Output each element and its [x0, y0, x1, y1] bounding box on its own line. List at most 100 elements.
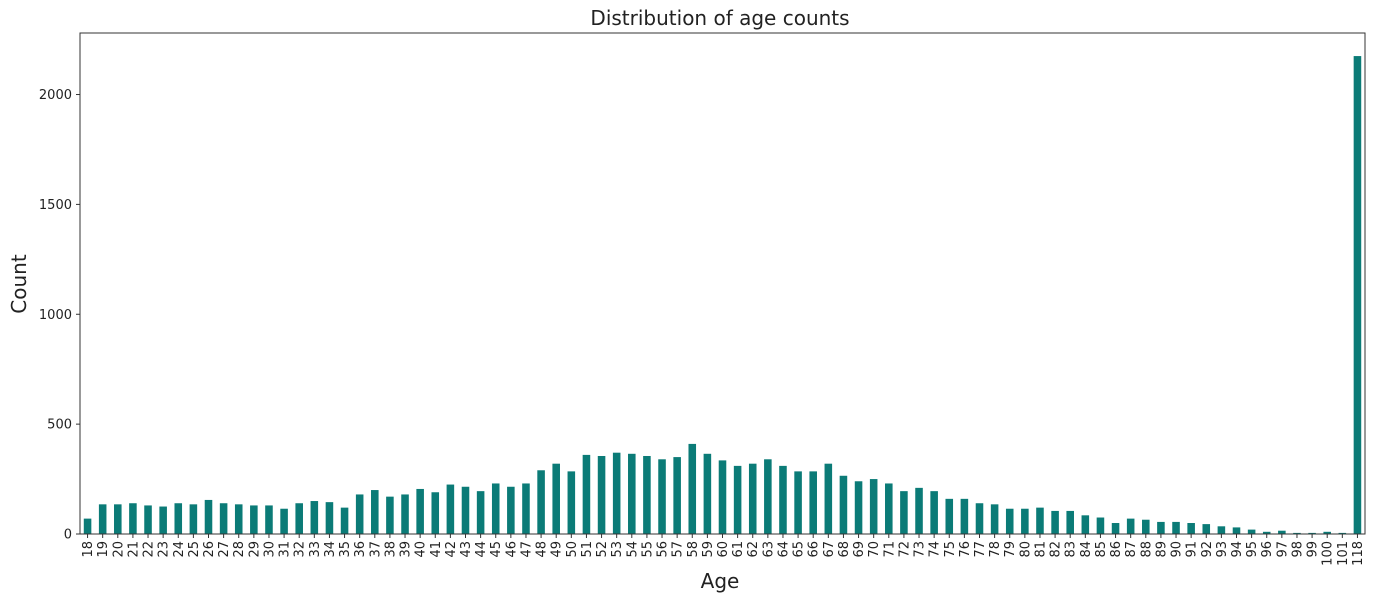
x-tick-label: 49: [550, 541, 565, 558]
bar-age-58: [688, 443, 697, 534]
bar-age-87: [1126, 518, 1135, 534]
x-tick-label: 68: [837, 541, 852, 558]
bar-age-18: [83, 518, 92, 534]
bar-age-78: [990, 504, 999, 534]
x-tick-label: 86: [1109, 541, 1124, 558]
x-tick-label: 54: [625, 541, 640, 558]
y-axis-ticks: 0 500 1000 1500 2000: [39, 88, 80, 543]
x-tick-label: 55: [640, 541, 655, 558]
bar-age-46: [507, 486, 515, 534]
x-tick-label: 79: [1003, 541, 1018, 558]
bar-age-85: [1096, 517, 1105, 534]
bar-age-28: [234, 504, 243, 534]
bar-age-73: [915, 487, 923, 534]
x-tick-label: 25: [187, 541, 202, 558]
bar-age-20: [114, 504, 122, 534]
bar-age-67: [824, 463, 833, 534]
x-tick-label: 42: [444, 541, 459, 558]
x-tick-label: 40: [414, 541, 429, 558]
x-tick-label: 22: [142, 541, 157, 558]
y-axis-label: Count: [7, 254, 31, 314]
bar-age-77: [975, 503, 984, 534]
x-tick-label: 62: [746, 541, 761, 558]
bar-age-81: [1036, 507, 1044, 534]
x-tick-label: 83: [1064, 541, 1079, 558]
bar-age-22: [144, 505, 152, 534]
x-tick-label: 64: [776, 541, 791, 558]
bar-age-96: [1262, 531, 1271, 534]
x-tick-label: 92: [1200, 541, 1215, 558]
x-tick-label: 72: [897, 541, 912, 558]
bar-age-47: [522, 483, 530, 534]
bar-age-56: [658, 459, 666, 534]
bar-age-80: [1021, 508, 1029, 534]
x-tick-label: 78: [988, 541, 1003, 558]
bar-age-75: [945, 498, 954, 534]
bar-age-24: [174, 503, 183, 534]
bar-age-30: [265, 505, 273, 534]
bar-age-53: [612, 452, 621, 534]
bar-age-88: [1142, 519, 1150, 534]
x-tick-label: 81: [1033, 541, 1048, 558]
bar-age-99: [1308, 532, 1316, 534]
x-tick-label: 45: [489, 541, 504, 558]
bar-age-79: [1005, 508, 1014, 534]
x-tick-label: 35: [338, 541, 353, 558]
x-tick-label: 82: [1049, 541, 1064, 558]
bar-age-49: [552, 463, 560, 534]
bar-age-76: [960, 498, 969, 534]
x-tick-label: 58: [686, 541, 701, 558]
bars-group: [83, 56, 1362, 535]
x-tick-label: 94: [1230, 541, 1245, 558]
bar-age-69: [854, 481, 863, 534]
bar-age-62: [748, 463, 757, 534]
x-tick-label: 30: [262, 541, 277, 558]
bar-age-57: [673, 457, 681, 534]
x-tick-label: 34: [323, 541, 338, 558]
x-tick-label: 27: [217, 541, 232, 558]
x-tick-label: 89: [1154, 541, 1169, 558]
x-tick-label: 28: [232, 541, 247, 558]
bar-age-21: [129, 503, 137, 534]
x-tick-label: 41: [429, 541, 444, 558]
bar-age-43: [461, 486, 470, 534]
bar-age-97: [1278, 530, 1286, 534]
bar-age-72: [900, 491, 908, 534]
x-tick-label: 18: [81, 541, 96, 558]
bar-age-33: [310, 501, 319, 534]
bar-age-51: [582, 454, 591, 534]
y-tick-label: 0: [64, 528, 72, 543]
x-tick-label: 31: [278, 541, 293, 558]
bar-age-42: [446, 484, 455, 534]
x-tick-label: 46: [504, 541, 519, 558]
x-tick-label: 53: [610, 541, 625, 558]
bar-age-74: [930, 491, 938, 534]
bar-age-61: [733, 465, 742, 534]
x-tick-label: 33: [308, 541, 323, 558]
x-tick-label: 90: [1170, 541, 1185, 558]
bar-age-66: [809, 471, 817, 534]
bar-age-92: [1202, 524, 1211, 534]
x-tick-label: 101: [1336, 541, 1351, 566]
x-axis-label: Age: [701, 569, 740, 593]
bar-age-68: [839, 475, 848, 534]
bar-age-45: [491, 483, 500, 534]
bar-age-34: [325, 502, 334, 534]
x-tick-label: 96: [1260, 541, 1275, 558]
bar-age-23: [159, 506, 167, 534]
x-tick-label: 63: [761, 541, 776, 558]
bar-age-84: [1081, 515, 1090, 534]
bar-age-31: [280, 508, 288, 534]
y-tick-label: 500: [47, 418, 72, 433]
bar-age-100: [1323, 531, 1331, 534]
bar-age-91: [1187, 523, 1195, 534]
bar-age-44: [476, 491, 485, 534]
bar-age-65: [794, 471, 802, 534]
bar-age-70: [869, 479, 878, 534]
x-tick-label: 73: [913, 541, 928, 558]
bar-age-60: [718, 460, 727, 534]
bar-age-59: [703, 453, 712, 534]
x-tick-label: 76: [958, 541, 973, 558]
bar-age-29: [250, 505, 258, 534]
